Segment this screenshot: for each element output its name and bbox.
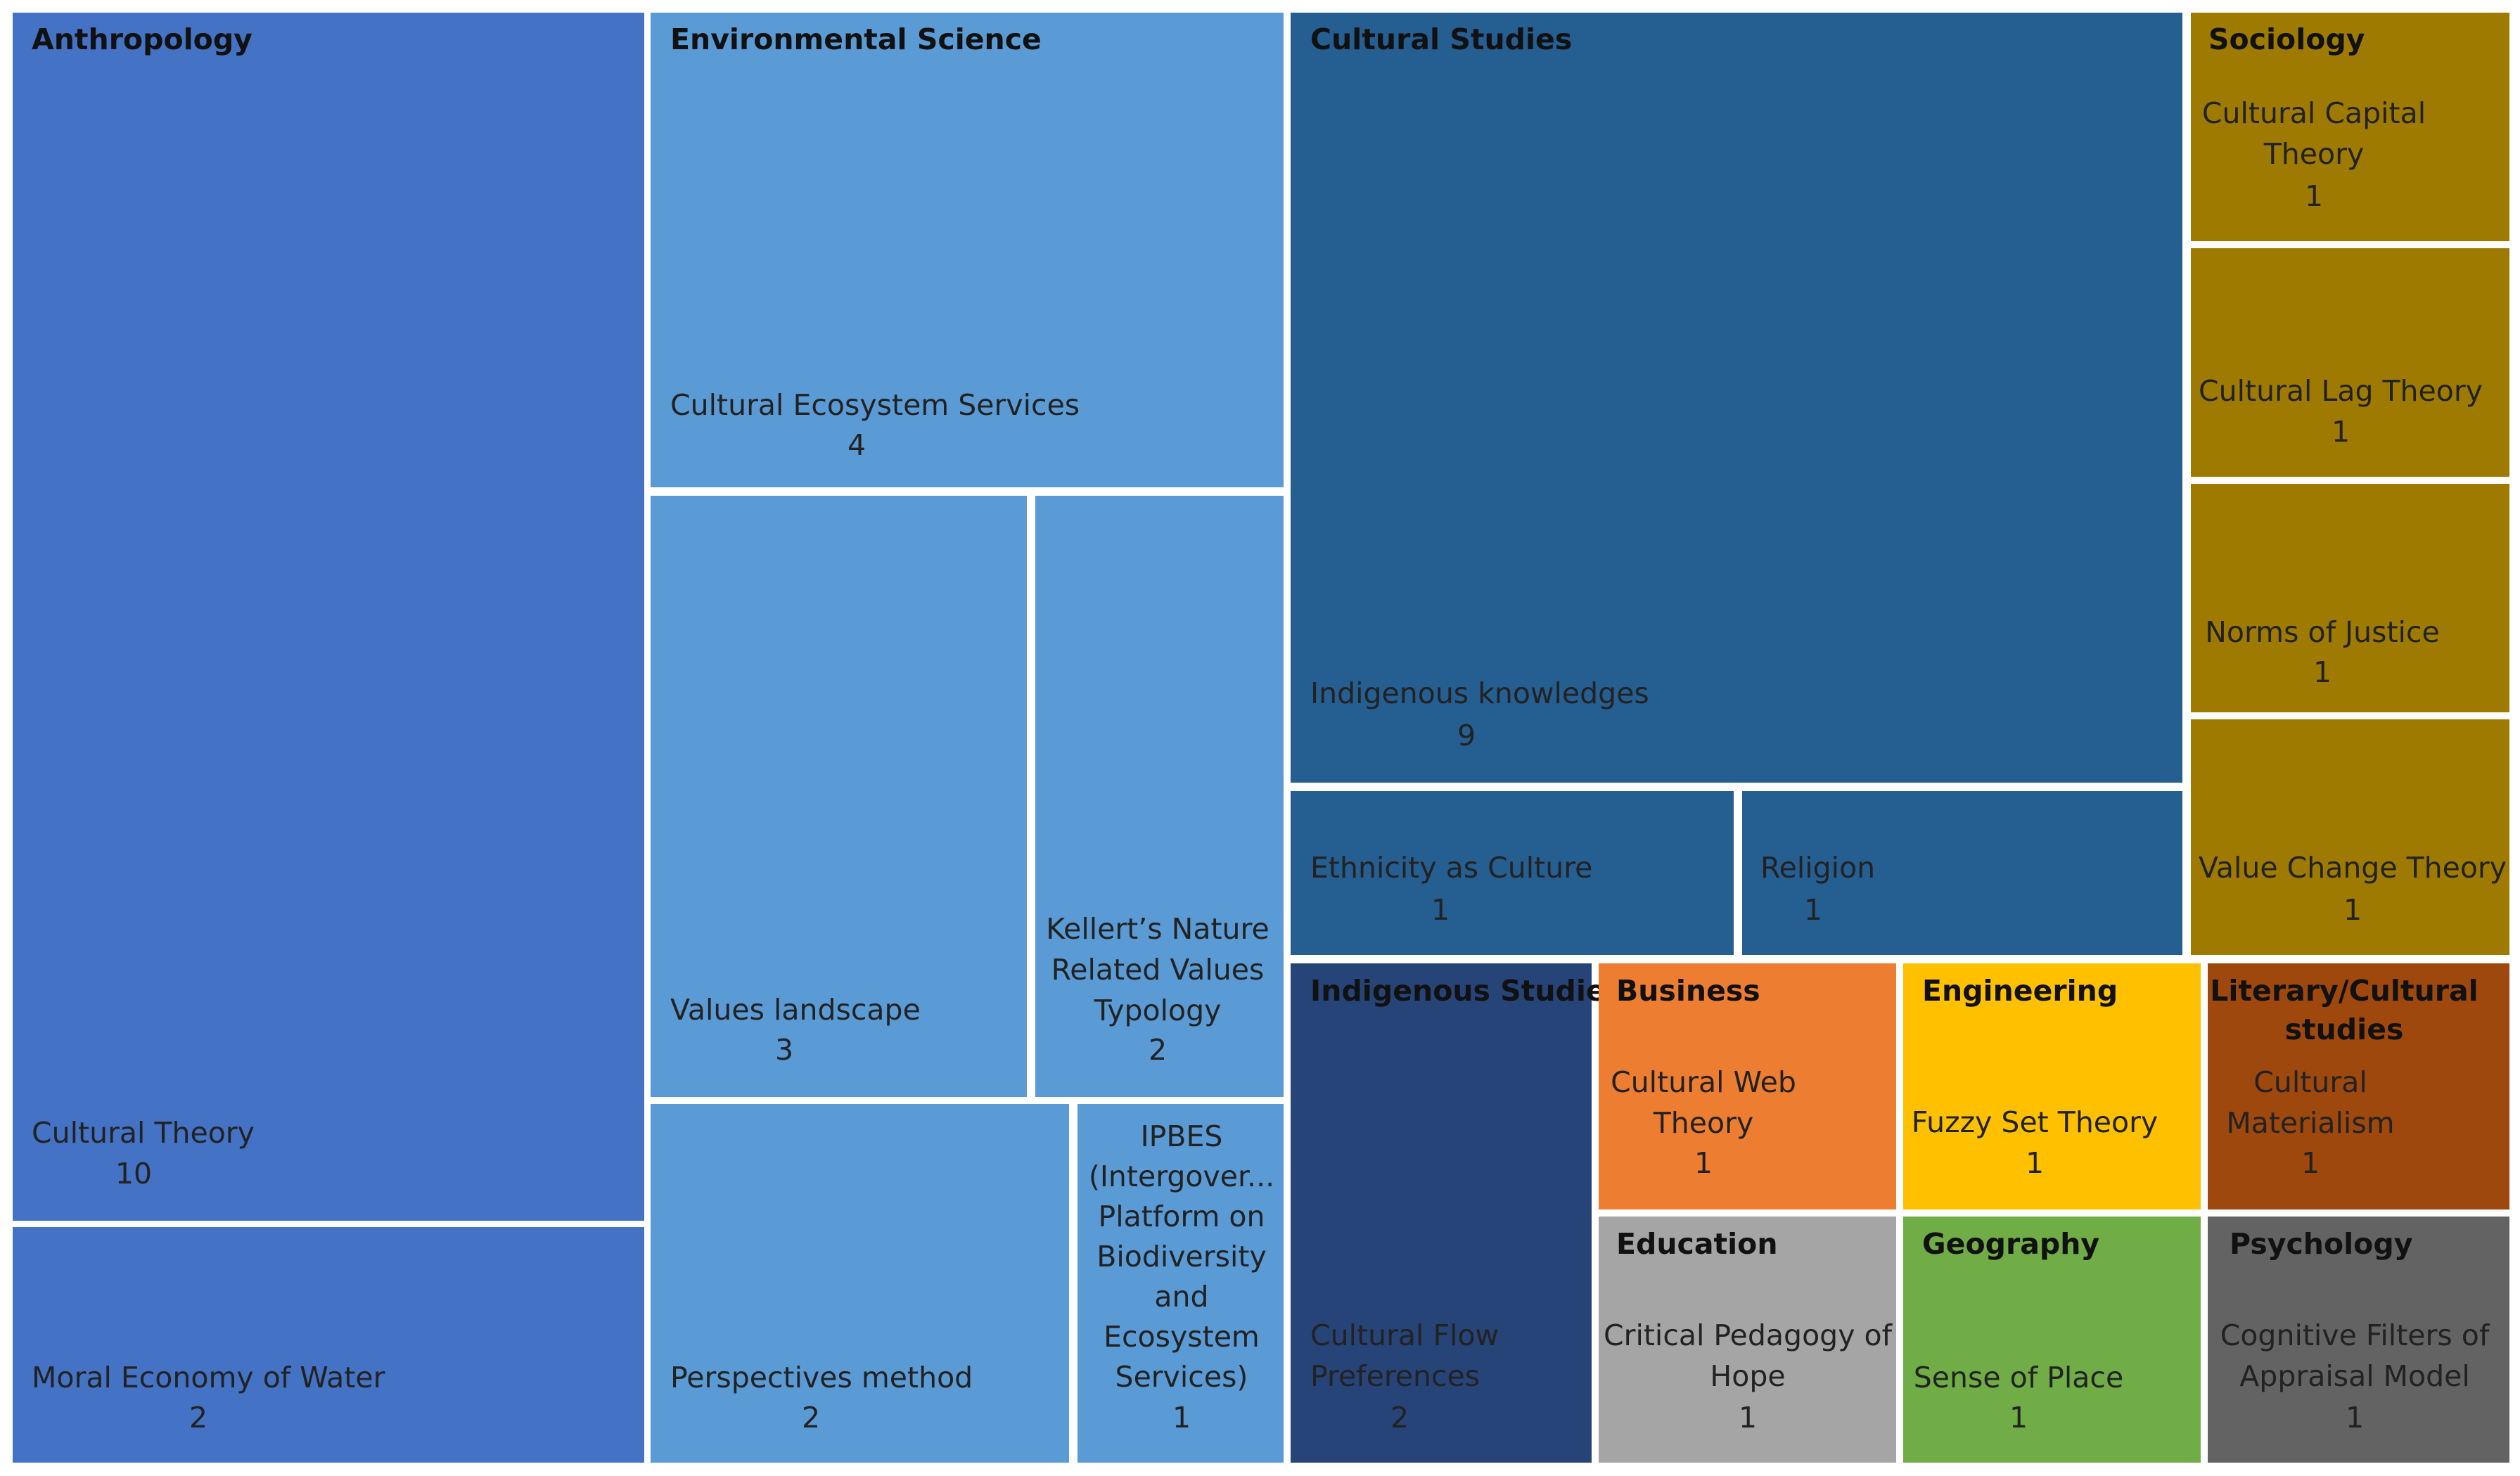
- tile-label-critical-pedagogy-of-hope: Critical Pedagogy of Hope: [1604, 1318, 1893, 1393]
- category-label-engineering: Engineering: [1922, 974, 2118, 1008]
- category-label-geography: Geography: [1922, 1227, 2099, 1261]
- tile-value-change-theory[interactable]: [2191, 719, 2509, 955]
- tile-label-cultural-lag-theory: Cultural Lag Theory: [2199, 374, 2483, 408]
- tile-label-ipbes-intergover-platform-on-biodiversity-and-ecosystem-services: IPBES (Intergover... Platform on Biodiversi…: [1089, 1119, 1274, 1394]
- group-business: Cultural Web Theory 1 Business: [1599, 963, 1896, 1209]
- tile-value-religion: 1: [1804, 893, 1822, 927]
- tile-cultural-web-theory[interactable]: [1599, 963, 1896, 1209]
- category-label-literary-cultural-studies: Literary/Cultural studies: [2210, 974, 2478, 1046]
- tile-values-landscape[interactable]: [651, 496, 1027, 1097]
- tile-label-values-landscape: Values landscape: [670, 993, 921, 1027]
- tile-value-cultural-materialism: 1: [2301, 1146, 2320, 1180]
- tile-cultural-theory[interactable]: [13, 13, 644, 1221]
- tile-value-cultural-capital-theory: 1: [2305, 179, 2323, 213]
- tile-label-fuzzy-set-theory: Fuzzy Set Theory: [1912, 1105, 2158, 1139]
- tile-sense-of-place[interactable]: [1903, 1217, 2201, 1463]
- category-label-indigenous-studies: Indigenous Studies: [1310, 974, 1623, 1008]
- tile-label-kellert-s-nature-related-values-typology: Kellert’s Nature Related Values Typology: [1046, 912, 1269, 1027]
- tile-value-cultural-flow-preferences: 2: [1390, 1401, 1409, 1435]
- tile-cultural-lag-theory[interactable]: [2191, 248, 2509, 477]
- tile-value-critical-pedagogy-of-hope: 1: [1739, 1401, 1757, 1435]
- tile-value-values-landscape: 3: [775, 1033, 793, 1067]
- tile-label-ethnicity-as-culture: Ethnicity as Culture: [1310, 851, 1592, 885]
- tile-indigenous-knowledges[interactable]: [1291, 13, 2182, 783]
- tile-norms-of-justice[interactable]: [2191, 484, 2509, 712]
- tile-ipbes-intergover-platform-on-biodiversity-and-ecosystem-services[interactable]: [1077, 1104, 1284, 1463]
- tile-label-cultural-capital-theory: Cultural Capital Theory: [2202, 96, 2426, 171]
- tile-critical-pedagogy-of-hope[interactable]: [1599, 1217, 1896, 1463]
- category-label-business: Business: [1616, 974, 1760, 1008]
- tile-ethnicity-as-culture[interactable]: [1291, 791, 1734, 955]
- tile-kellert-s-nature-related-values-typology[interactable]: [1035, 496, 1284, 1097]
- tile-value-perspectives-method: 2: [802, 1401, 820, 1435]
- category-label-education: Education: [1616, 1227, 1778, 1261]
- tile-label-cultural-ecosystem-services: Cultural Ecosystem Services: [670, 388, 1080, 422]
- group-engineering: Fuzzy Set Theory 1 Engineering: [1903, 963, 2201, 1209]
- group-geography: Sense of Place 1 Geography: [1903, 1217, 2201, 1463]
- tile-value-ipbes-intergover-platform-on-biodiversity-and-ecosystem-services: 1: [1172, 1401, 1191, 1435]
- tile-value-cognitive-filters-of-appraisal-model: 1: [2346, 1401, 2364, 1435]
- tile-label-norms-of-justice: Norms of Justice: [2205, 615, 2439, 649]
- tile-label-indigenous-knowledges: Indigenous knowledges: [1310, 676, 1649, 710]
- group-psychology: Cognitive Filters of Appraisal Model 1 Psyc…: [2208, 1217, 2509, 1463]
- tile-value-ethnicity-as-culture: 1: [1431, 893, 1450, 927]
- tile-value-norms-of-justice: 1: [2313, 655, 2332, 689]
- tile-label-moral-economy-of-water: Moral Economy of Water: [32, 1361, 385, 1394]
- group-sociology: Cultural Capital Theory 1 Cultural Lag Theo…: [2191, 13, 2509, 955]
- tile-cultural-materialism[interactable]: [2208, 963, 2509, 1209]
- group-indigenous-studies: Cultural Flow Preferences 2 Indigenous Stud…: [1291, 963, 1623, 1463]
- tile-label-cultural-flow-preferences: Cultural Flow Preferences: [1310, 1318, 1499, 1393]
- group-literary-cultural-studies: Cultural Materialism 1 Literary/Cultural stu…: [2208, 963, 2509, 1209]
- tile-label-cognitive-filters-of-appraisal-model: Cognitive Filters of Appraisal Model: [2220, 1318, 2490, 1393]
- tile-value-sense-of-place: 1: [2009, 1401, 2028, 1435]
- tile-label-cultural-theory: Cultural Theory: [32, 1116, 255, 1150]
- tile-value-indigenous-knowledges: 9: [1457, 719, 1476, 752]
- tile-label-cultural-web-theory: Cultural Web Theory: [1611, 1065, 1796, 1140]
- tile-value-cultural-ecosystem-services: 4: [848, 428, 866, 462]
- group-anthropology: Cultural Theory 10 Moral Economy of Water 2…: [13, 13, 644, 1463]
- tile-perspectives-method[interactable]: [651, 1104, 1069, 1463]
- tile-fuzzy-set-theory[interactable]: [1903, 963, 2201, 1209]
- tile-value-cultural-web-theory: 1: [1694, 1146, 1713, 1180]
- tile-religion[interactable]: [1742, 791, 2182, 955]
- group-education: Critical Pedagogy of Hope 1 Education: [1599, 1217, 1896, 1463]
- tile-label-religion: Religion: [1760, 851, 1875, 885]
- tile-value-kellert-s-nature-related-values-typology: 2: [1149, 1033, 1167, 1067]
- tile-cultural-capital-theory[interactable]: [2191, 13, 2509, 241]
- category-label-environmental-science: Environmental Science: [670, 23, 1042, 56]
- tile-label-value-change-theory: Value Change Theory: [2199, 851, 2507, 885]
- tile-value-value-change-theory: 1: [2343, 893, 2362, 927]
- group-cultural-studies: Indigenous knowledges 9 Ethnicity as Cultu…: [1291, 13, 2182, 955]
- category-label-psychology: Psychology: [2230, 1227, 2412, 1261]
- tile-moral-economy-of-water[interactable]: [13, 1227, 644, 1463]
- tile-cognitive-filters-of-appraisal-model[interactable]: [2208, 1217, 2509, 1463]
- category-label-cultural-studies: Cultural Studies: [1310, 23, 1572, 56]
- tile-label-perspectives-method: Perspectives method: [670, 1361, 973, 1394]
- category-label-sociology: Sociology: [2208, 23, 2365, 56]
- group-environmental-science: Cultural Ecosystem Services 4 Values lands…: [651, 13, 1284, 1463]
- tile-value-moral-economy-of-water: 2: [189, 1401, 207, 1435]
- category-label-anthropology: Anthropology: [32, 23, 252, 56]
- tile-cultural-ecosystem-services[interactable]: [651, 13, 1284, 487]
- tile-label-cultural-materialism: Cultural Materialism: [2226, 1065, 2394, 1140]
- tile-value-fuzzy-set-theory: 1: [2026, 1146, 2044, 1180]
- tile-value-cultural-theory: 10: [115, 1157, 152, 1191]
- tile-label-sense-of-place: Sense of Place: [1914, 1361, 2123, 1394]
- tile-value-cultural-lag-theory: 1: [2332, 415, 2350, 449]
- tile-cultural-flow-preferences[interactable]: [1291, 963, 1592, 1463]
